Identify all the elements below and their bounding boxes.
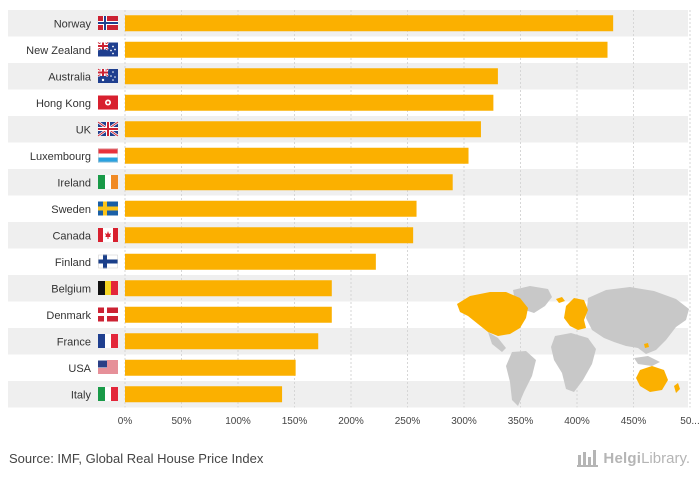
category-label: Finland	[55, 257, 91, 269]
bar-norway	[125, 15, 614, 32]
x-tick-label: 450%	[621, 416, 647, 427]
x-tick-label: 350%	[508, 416, 534, 427]
x-tick-label: 250%	[395, 416, 421, 427]
norway-flag-icon	[98, 16, 118, 30]
x-tick-label: 50...	[680, 416, 699, 427]
map-south-america	[506, 351, 536, 406]
brand-name: Helgi	[603, 449, 642, 467]
bar-sweden	[125, 200, 417, 217]
map-indonesia	[634, 356, 660, 366]
x-tick-label: 100%	[225, 416, 251, 427]
bar-italy	[125, 386, 283, 403]
ireland-flag-icon	[98, 175, 118, 189]
category-label: UK	[76, 124, 92, 136]
sweden-flag-icon	[98, 201, 118, 216]
category-label: Hong Kong	[36, 98, 91, 110]
map-north-america	[457, 292, 528, 336]
map-hong-kong	[644, 343, 649, 348]
library-icon	[577, 450, 599, 467]
bar-finland	[125, 253, 376, 270]
category-label: Sweden	[51, 204, 91, 216]
italy-flag-icon	[98, 387, 118, 401]
map-new-zealand	[674, 383, 680, 393]
map-iceland	[556, 297, 565, 303]
france-flag-icon	[98, 334, 118, 348]
bar-belgium	[125, 280, 332, 297]
bar-new-zealand	[125, 41, 608, 58]
category-label: Canada	[52, 230, 91, 242]
brand-suffix: Library.	[641, 449, 690, 467]
category-label: Luxembourg	[30, 151, 91, 163]
bar-usa	[125, 359, 296, 376]
bars	[125, 15, 614, 403]
row-band	[8, 275, 688, 302]
luxembourg-flag-icon	[98, 148, 118, 163]
category-label: Norway	[54, 18, 92, 30]
new-zealand-flag-icon	[97, 41, 118, 57]
bar-france	[125, 333, 319, 350]
bar-chart: Norway New Zealand Australia Hong Kong UK Lux…	[8, 10, 700, 427]
category-label: USA	[68, 363, 91, 375]
category-label: Denmark	[46, 310, 91, 322]
bar-luxembourg	[125, 147, 469, 164]
world-map-decoration	[457, 286, 689, 406]
source-note: Source: IMF, Global Real House Price Ind…	[9, 451, 264, 466]
bar-hong-kong	[125, 94, 494, 111]
bar-ireland	[125, 174, 453, 191]
brand-logo[interactable]: HelgiLibrary.	[577, 449, 690, 467]
finland-flag-icon	[98, 254, 118, 269]
australia-flag-icon	[97, 67, 118, 83]
x-tick-label: 0%	[118, 416, 133, 427]
bar-denmark	[125, 306, 332, 323]
x-tick-label: 400%	[564, 416, 590, 427]
map-europe	[564, 298, 588, 330]
category-labels: Norway New Zealand Australia Hong Kong UK Lux…	[26, 18, 92, 401]
denmark-flag-icon	[98, 307, 118, 322]
uk-flag-icon	[97, 120, 119, 138]
usa-flag-icon	[98, 360, 118, 374]
x-tick-label: 50%	[171, 416, 191, 427]
x-tick-label: 200%	[338, 416, 364, 427]
category-label: Ireland	[57, 177, 91, 189]
category-label: Italy	[71, 389, 92, 401]
map-eurasia	[586, 287, 689, 354]
category-label: Belgium	[51, 283, 91, 295]
map-africa	[551, 333, 596, 392]
bar-canada	[125, 227, 414, 244]
map-australia	[636, 366, 668, 392]
bar-uk	[125, 121, 481, 138]
map-central-america	[488, 332, 506, 352]
category-label: Australia	[48, 71, 92, 83]
x-axis-ticks: 0% 50% 100% 150% 200% 250% 300% 350% 400% 450% 50.…	[118, 416, 700, 427]
hong-kong-flag-icon	[98, 95, 118, 110]
category-label: New Zealand	[26, 45, 91, 57]
belgium-flag-icon	[98, 281, 118, 295]
x-tick-label: 150%	[282, 416, 308, 427]
flag-icons	[97, 16, 119, 401]
canada-flag-icon	[98, 228, 118, 242]
x-tick-label: 300%	[451, 416, 477, 427]
category-label: France	[57, 336, 91, 348]
bar-australia	[125, 68, 498, 85]
